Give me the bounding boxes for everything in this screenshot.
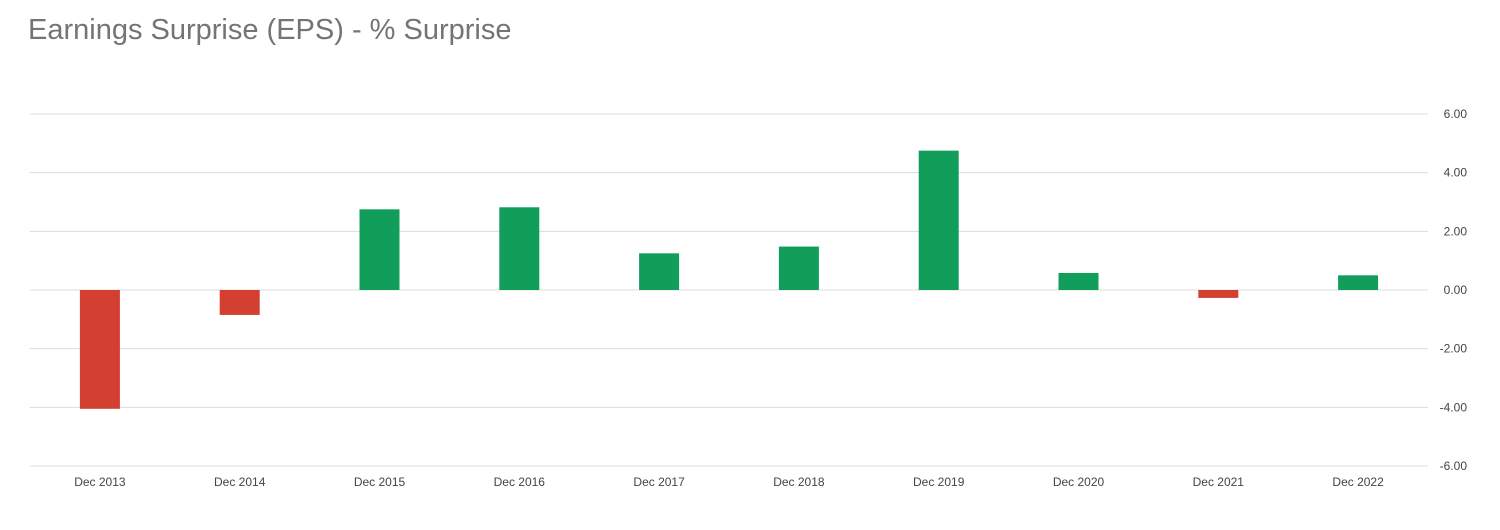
bar: [79, 290, 120, 409]
bar: [1198, 290, 1239, 298]
x-tick-label: Dec 2020: [1053, 475, 1105, 489]
bar: [918, 150, 959, 290]
y-tick-label: -2.00: [1440, 342, 1468, 356]
y-tick-label: -6.00: [1440, 459, 1468, 473]
x-tick-label: Dec 2015: [354, 475, 406, 489]
y-tick-label: 6.00: [1444, 107, 1468, 121]
x-tick-label: Dec 2022: [1332, 475, 1384, 489]
x-tick-label: Dec 2021: [1193, 475, 1245, 489]
bar: [219, 290, 260, 315]
x-tick-label: Dec 2014: [214, 475, 266, 489]
bars: [79, 150, 1379, 409]
y-tick-label: 2.00: [1444, 224, 1468, 238]
y-tick-label: 4.00: [1444, 166, 1468, 180]
y-axis-ticks: 6.00 4.00 2.00 0.00 -2.00 -4.00 -6.00: [1440, 107, 1468, 473]
chart-title: Earnings Surprise (EPS) - % Surprise: [28, 14, 512, 46]
x-tick-label: Dec 2018: [773, 475, 825, 489]
bar: [1058, 272, 1099, 290]
bar: [639, 253, 680, 290]
bar: [359, 209, 400, 290]
x-axis-ticks: Dec 2013 Dec 2014 Dec 2015 Dec 2016 Dec 2017…: [74, 475, 1384, 489]
x-tick-label: Dec 2019: [913, 475, 965, 489]
x-tick-label: Dec 2013: [74, 475, 126, 489]
x-tick-label: Dec 2017: [633, 475, 685, 489]
bar: [499, 207, 540, 290]
y-tick-label: 0.00: [1444, 283, 1468, 297]
y-tick-label: -4.00: [1440, 400, 1468, 414]
gridlines: [30, 113, 1428, 467]
bar: [1338, 275, 1379, 290]
x-tick-label: Dec 2016: [494, 475, 546, 489]
bar: [778, 246, 819, 290]
